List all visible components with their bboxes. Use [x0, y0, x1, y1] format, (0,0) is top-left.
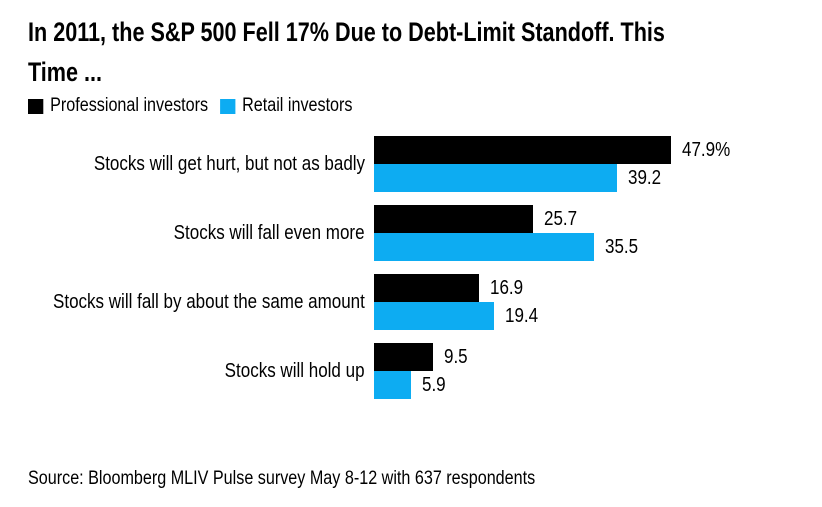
value-label: 19.4: [505, 305, 539, 327]
category-label: Stocks will hold up: [0, 343, 365, 399]
bar-chart: Stocks will get hurt, but not as badly 47…: [0, 136, 822, 412]
chart-legend: Professional investors Retail investors: [28, 95, 353, 117]
category-label: Stocks will get hurt, but not as badly: [0, 136, 365, 192]
value-label: 25.7: [544, 208, 578, 230]
legend-item-retail: Retail investors: [219, 95, 353, 117]
value-label: 39.2: [628, 167, 662, 189]
bar-professional: [374, 274, 479, 302]
bar-retail: [374, 302, 495, 330]
legend-swatch-professional-icon: [28, 98, 44, 114]
bar-professional: [374, 205, 534, 233]
chart-row: Stocks will hold up 9.5 5.9: [0, 343, 822, 399]
value-label: 9.5: [443, 346, 468, 368]
bar-professional: [374, 136, 671, 164]
bar-line: 19.4: [374, 302, 544, 330]
chart-title-line1: In 2011, the S&P 500 Fell 17% Due to Deb…: [28, 17, 665, 47]
bar-line: 25.7: [374, 205, 644, 233]
value-label: 35.5: [605, 236, 639, 258]
legend-item-professional: Professional investors: [28, 95, 208, 117]
category-label: Stocks will fall by about the same amoun…: [0, 274, 365, 330]
value-label: 16.9: [489, 277, 523, 299]
bar-group: 25.7 35.5: [374, 205, 644, 261]
category-label-text: Stocks will get hurt, but not as badly: [93, 152, 365, 175]
legend-label-professional: Professional investors: [50, 95, 209, 116]
bar-group: 16.9 19.4: [374, 274, 544, 330]
category-label-text: Stocks will hold up: [225, 359, 365, 382]
legend-swatch-retail-icon: [219, 98, 236, 114]
value-label: 47.9%: [681, 139, 731, 161]
category-label-text: Stocks will fall by about the same amoun…: [53, 290, 365, 313]
bar-line: 47.9%: [374, 136, 739, 164]
bar-retail: [374, 371, 411, 399]
chart-row: Stocks will get hurt, but not as badly 47…: [0, 136, 822, 192]
bar-line: 9.5: [374, 343, 472, 371]
bar-retail: [374, 164, 618, 192]
chart-row: Stocks will fall even more 25.7 35.5: [0, 205, 822, 261]
chart-row: Stocks will fall by about the same amoun…: [0, 274, 822, 330]
value-label: 5.9: [421, 374, 446, 396]
bar-group: 47.9% 39.2: [374, 136, 739, 192]
bar-retail: [374, 233, 595, 261]
bar-line: 5.9: [374, 371, 472, 399]
bar-line: 35.5: [374, 233, 644, 261]
bar-professional: [374, 343, 433, 371]
bar-group: 9.5 5.9: [374, 343, 472, 399]
chart-title: In 2011, the S&P 500 Fell 17% Due to Deb…: [28, 12, 665, 92]
chart-title-line2: Time ...: [28, 57, 103, 87]
category-label: Stocks will fall even more: [0, 205, 365, 261]
category-label-text: Stocks will fall even more: [174, 221, 365, 244]
bar-line: 39.2: [374, 164, 739, 192]
legend-label-retail: Retail investors: [242, 95, 353, 116]
bar-line: 16.9: [374, 274, 544, 302]
source-note: Source: Bloomberg MLIV Pulse survey May …: [28, 468, 536, 489]
